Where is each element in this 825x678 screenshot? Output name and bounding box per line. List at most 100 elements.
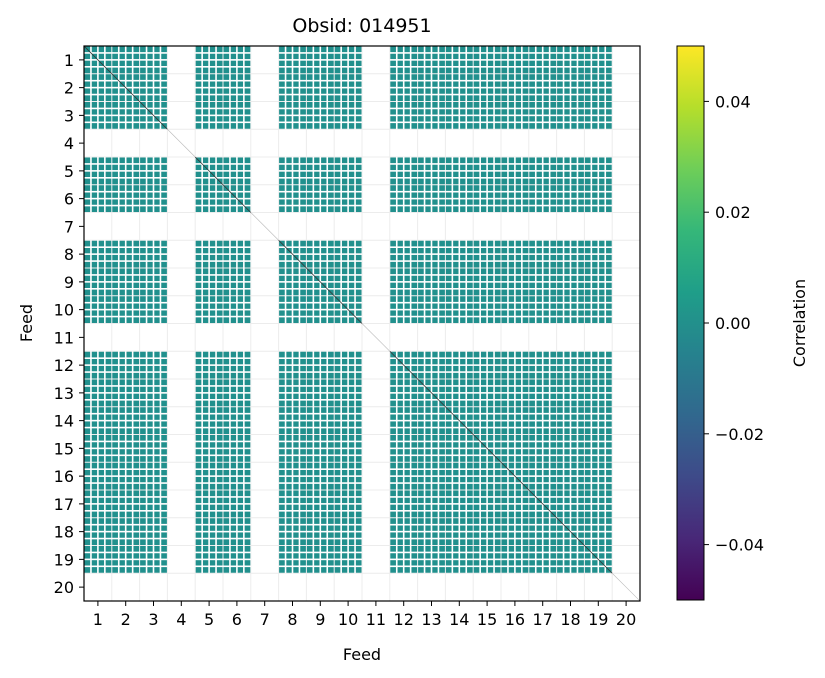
y-tick-label: 18 [54,523,74,542]
heatmap-cell [223,490,251,518]
heatmap-cell [111,184,140,213]
heatmap-cell [111,157,140,185]
x-tick-label: 10 [338,610,358,629]
heatmap-cell [222,184,252,213]
heatmap-cell [111,490,140,518]
heatmap-cell [334,379,362,407]
heatmap-cell [556,406,585,435]
x-tick-label: 18 [560,610,580,629]
heatmap-cell [389,406,418,435]
colorbar-label: Correlation [790,279,809,367]
heatmap-cell [111,517,140,546]
y-tick-label: 5 [64,162,74,181]
heatmap-cell [473,157,501,185]
heatmap-cell [84,184,112,213]
colorbar-tick-label: 0.02 [715,203,751,222]
heatmap-cell [306,462,335,490]
heatmap-cell [195,517,223,546]
heatmap-cell [111,295,140,324]
heatmap-cell [111,240,140,268]
diagonal-mark [139,101,168,130]
y-tick-label: 10 [54,301,74,320]
heatmap-cell [473,462,501,490]
heatmap-cell [84,240,112,268]
heatmap-cell [389,295,418,324]
heatmap-cell [334,545,362,574]
diagonal-mark [528,489,557,519]
heatmap-cell [139,406,168,435]
heatmap-cell [195,73,223,102]
heatmap-cell [84,268,112,296]
heatmap-cell [278,73,307,102]
heatmap-cell [84,545,112,574]
heatmap-cell [306,267,335,297]
heatmap-cell [306,240,335,268]
heatmap-cell [473,490,501,518]
heatmap-cell [223,434,251,463]
heatmap-cell [556,434,585,463]
heatmap-cell [334,462,362,490]
heatmap-cell [223,240,251,268]
heatmap-cell [278,46,307,74]
heatmap-cell [278,434,307,463]
y-tick-label: 17 [54,495,74,514]
x-axis: 1 2 3 4 5 6 7 8 9 10 11 12 13 14 15 16 17 18 19 20 [93,601,636,629]
heatmap-cell [417,406,446,435]
heatmap-cell [223,295,251,324]
heatmap-cell [139,46,168,74]
heatmap-cell [528,240,557,268]
x-tick-label: 16 [505,610,525,629]
y-tick-label: 7 [64,217,74,236]
y-tick-label: 1 [64,51,74,70]
heatmap-cell [389,379,418,407]
heatmap-cell [528,46,557,74]
heatmap-cell [445,406,474,435]
heatmap-cell [223,406,251,435]
y-tick-label: 14 [54,412,74,431]
heatmap-cell [223,157,251,185]
colorbar-tick-label: −0.02 [715,425,764,444]
heatmap-cell [417,157,446,185]
heatmap-cell [528,545,557,574]
heatmap-cell [556,351,585,379]
heatmap-cell [195,379,223,407]
diagonal-mark [556,517,585,546]
x-axis-label: Feed [343,645,381,664]
heatmap-cell [501,379,529,407]
heatmap-cell [584,101,613,130]
y-tick-label: 4 [64,134,74,153]
heatmap-cell [501,517,529,546]
heatmap-cell [306,295,335,324]
heatmap-cell [445,157,474,185]
heatmap-cell [501,240,529,268]
heatmap-cell [556,46,585,74]
heatmap-cell [445,379,474,407]
heatmap-cell [111,406,140,435]
x-tick-label: 20 [616,610,636,629]
heatmap-cell [389,490,418,518]
x-tick-label: 4 [176,610,186,629]
heatmap-cell [278,490,307,518]
heatmap-cell [111,434,140,463]
heatmap-cell [584,295,613,324]
y-tick-label: 3 [64,106,74,125]
heatmap-cell [417,73,446,102]
heatmap-cell [306,101,335,130]
heatmap-cell [139,517,168,546]
heatmap-cell [417,240,446,268]
heatmap-cell [445,545,474,574]
heatmap-cell [223,517,251,546]
heatmap-cell [84,351,112,379]
heatmap-cell [584,351,613,379]
heatmap-cell [389,184,418,213]
heatmap-cell [389,240,418,268]
heatmap-cell [445,490,474,518]
heatmap-cell [84,490,112,518]
heatmap-cell [445,73,474,102]
heatmap-cell [306,184,335,213]
x-tick-label: 3 [148,610,158,629]
heatmap-cell [278,351,307,379]
heatmap-cell [584,73,613,102]
heatmap-cell [306,73,335,102]
